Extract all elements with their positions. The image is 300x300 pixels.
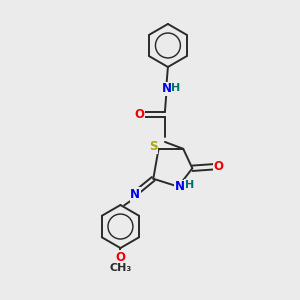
Text: N: N xyxy=(161,82,171,95)
Text: N: N xyxy=(175,180,185,193)
Text: O: O xyxy=(134,108,144,121)
Text: O: O xyxy=(116,251,125,264)
Text: H: H xyxy=(185,180,194,190)
Text: N: N xyxy=(130,188,140,201)
Text: CH₃: CH₃ xyxy=(109,263,132,273)
Text: S: S xyxy=(149,140,158,153)
Text: H: H xyxy=(171,83,181,93)
Text: O: O xyxy=(214,160,224,173)
